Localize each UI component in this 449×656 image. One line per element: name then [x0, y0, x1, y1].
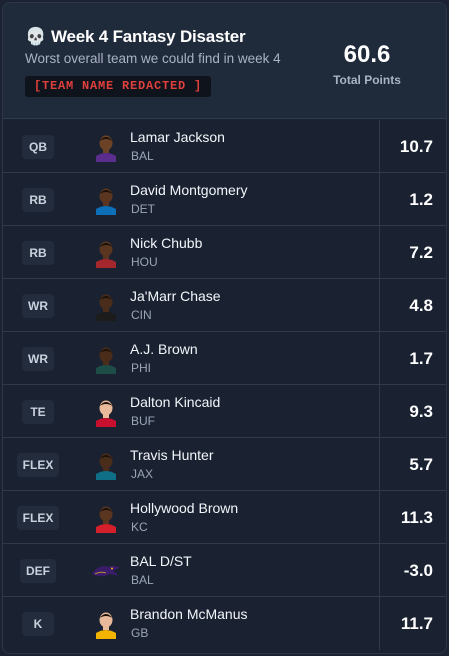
title-text: Week 4 Fantasy Disaster	[50, 27, 246, 46]
points-divider	[379, 173, 380, 226]
player-row[interactable]: K Brandon McManus GB 11.7	[3, 597, 446, 650]
player-points: 9.3	[409, 402, 433, 421]
position-cell: WR	[3, 279, 73, 332]
position-badge: RB	[22, 187, 54, 212]
player-row[interactable]: QB Lamar Jackson BAL 10.7	[3, 120, 446, 173]
player-row[interactable]: WR A.J. Brown PHI 1.7	[3, 332, 446, 385]
player-row[interactable]: FLEX Travis Hunter JAX 5.7	[3, 438, 446, 491]
position-badge: WR	[22, 346, 54, 371]
player-points: 7.2	[409, 243, 433, 262]
player-name[interactable]: Brandon McManus	[130, 606, 248, 622]
total-points-value: 60.6	[343, 41, 391, 68]
player-avatar-icon	[96, 612, 116, 639]
player-list: QB Lamar Jackson BAL 10.7 RB David Montg…	[3, 120, 446, 650]
position-cell: FLEX	[3, 438, 73, 491]
position-cell: RB	[3, 226, 73, 279]
position-badge: FLEX	[16, 505, 60, 530]
position-badge: QB	[22, 134, 54, 159]
player-team: GB	[131, 626, 149, 640]
player-row[interactable]: WR Ja'Marr Chase CIN 4.8	[3, 279, 446, 332]
team-name-badge: [TEAM NAME REDACTED ]	[25, 76, 212, 97]
player-name[interactable]: Travis Hunter	[130, 447, 214, 463]
player-team: KC	[131, 520, 148, 534]
player-points: 1.7	[409, 349, 433, 368]
position-badge: WR	[22, 293, 54, 318]
player-row[interactable]: TE Dalton Kincaid BUF 9.3	[3, 385, 446, 438]
player-team: BUF	[131, 414, 155, 428]
player-name[interactable]: Lamar Jackson	[130, 129, 225, 145]
player-name[interactable]: Nick Chubb	[130, 235, 203, 251]
player-avatar-icon	[96, 400, 116, 427]
position-cell: DEF	[3, 544, 73, 597]
player-name[interactable]: BAL D/ST	[130, 553, 192, 569]
player-team: DET	[131, 202, 155, 216]
points-divider	[379, 491, 380, 544]
player-points: -3.0	[403, 561, 433, 580]
player-row[interactable]: DEF BAL D/ST BAL -3.0	[3, 544, 446, 597]
points-divider	[379, 332, 380, 385]
player-avatar-icon	[96, 347, 116, 374]
points-divider	[379, 120, 380, 173]
player-avatar-icon	[96, 506, 116, 533]
player-team: CIN	[131, 308, 152, 322]
position-badge: TE	[22, 399, 54, 424]
player-points: 4.8	[409, 296, 433, 315]
page-subtitle: Worst overall team we could find in week…	[25, 51, 281, 66]
position-badge: FLEX	[16, 452, 60, 477]
player-points: 1.2	[409, 190, 433, 209]
player-avatar-icon	[96, 241, 116, 268]
player-name[interactable]: David Montgomery	[130, 182, 248, 198]
player-avatar-icon	[96, 135, 116, 162]
player-points: 11.3	[400, 508, 433, 527]
player-team: BAL	[131, 149, 154, 163]
player-team: HOU	[131, 255, 158, 269]
player-name[interactable]: Ja'Marr Chase	[130, 288, 221, 304]
total-points: 60.6 Total Points	[312, 41, 422, 87]
position-badge: K	[22, 611, 54, 636]
player-team: PHI	[131, 361, 152, 375]
position-cell: WR	[3, 332, 73, 385]
player-name[interactable]: Hollywood Brown	[130, 500, 239, 516]
player-avatar-icon	[96, 453, 116, 480]
position-badge: DEF	[20, 558, 56, 583]
player-points: 5.7	[409, 455, 433, 474]
player-row[interactable]: FLEX Hollywood Brown KC 11.3	[3, 491, 446, 544]
card-header: 💀 Week 4 Fantasy Disaster Worst overall …	[3, 3, 446, 119]
position-cell: QB	[3, 120, 73, 173]
player-team: BAL	[131, 573, 154, 587]
player-avatar-icon	[96, 294, 116, 321]
points-divider	[379, 544, 380, 597]
skull-icon: 💀	[25, 27, 46, 46]
player-team: JAX	[131, 467, 154, 481]
position-badge: RB	[22, 240, 54, 265]
player-name[interactable]: A.J. Brown	[130, 341, 198, 357]
page-title: 💀 Week 4 Fantasy Disaster	[25, 27, 246, 47]
points-divider	[379, 438, 380, 491]
total-points-label: Total Points	[333, 73, 401, 87]
points-divider	[379, 597, 380, 650]
player-name[interactable]: Dalton Kincaid	[130, 394, 221, 410]
points-divider	[379, 279, 380, 332]
player-points: 10.7	[399, 137, 433, 156]
position-cell: FLEX	[3, 491, 73, 544]
player-avatar-icon	[96, 188, 116, 215]
position-cell: RB	[3, 173, 73, 226]
position-cell: TE	[3, 385, 73, 438]
position-cell: K	[3, 597, 73, 650]
player-points: 11.7	[400, 614, 433, 633]
points-divider	[379, 385, 380, 438]
points-divider	[379, 226, 380, 279]
raven-logo-icon	[92, 565, 120, 577]
player-row[interactable]: RB Nick Chubb HOU 7.2	[3, 226, 446, 279]
player-row[interactable]: RB David Montgomery DET 1.2	[3, 173, 446, 226]
